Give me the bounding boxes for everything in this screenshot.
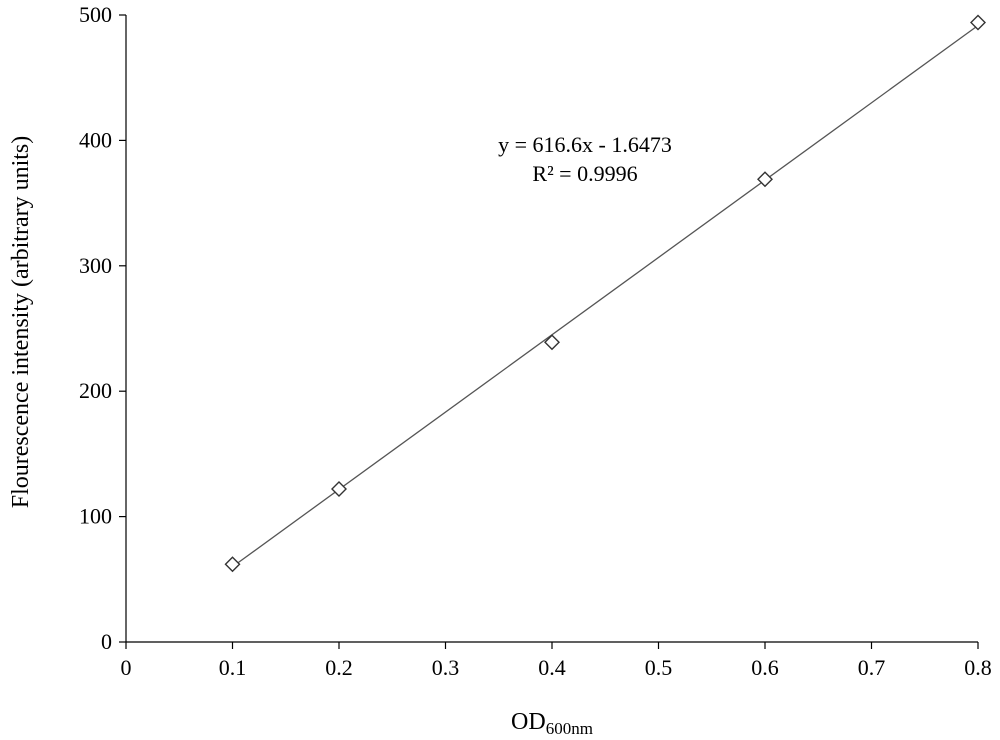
y-tick-label: 200 (79, 378, 112, 403)
axes (126, 15, 978, 642)
trendline-group (233, 25, 979, 566)
data-point-marker (332, 482, 346, 496)
x-tick-label: 0.7 (858, 655, 886, 680)
x-axis-title: OD600nm (511, 709, 593, 738)
trendline (233, 25, 979, 566)
x-tick-label: 0 (121, 655, 132, 680)
x-tick-label: 0.1 (219, 655, 247, 680)
y-tick-label: 400 (79, 127, 112, 152)
data-point-marker (971, 16, 985, 30)
y-tick-label: 300 (79, 253, 112, 278)
r-squared-label: R² = 0.9996 (532, 161, 637, 186)
x-tick-label: 0.6 (751, 655, 779, 680)
x-ticks: 0 0.1 0.2 0.3 0.4 0.5 0.6 0.7 0.8 (121, 642, 992, 680)
x-axis-title-subscript: 600nm (546, 719, 593, 738)
x-tick-label: 0.3 (432, 655, 460, 680)
x-tick-label: 0.5 (645, 655, 673, 680)
x-tick-label: 0.2 (325, 655, 353, 680)
x-axis-title-main: OD (511, 709, 546, 735)
y-tick-label: 500 (79, 2, 112, 27)
trendline-equation: y = 616.6x - 1.6473 (498, 132, 672, 157)
x-tick-label: 0.8 (964, 655, 992, 680)
data-point-marker (545, 335, 559, 349)
data-point-marker (226, 557, 240, 571)
y-ticks: 0 100 200 300 400 500 (79, 2, 126, 654)
x-tick-label: 0.4 (538, 655, 566, 680)
y-tick-label: 0 (101, 629, 112, 654)
y-tick-label: 100 (79, 504, 112, 529)
data-points (226, 16, 986, 572)
y-axis-title: Flourescence intensity (arbitrary units) (8, 136, 34, 509)
